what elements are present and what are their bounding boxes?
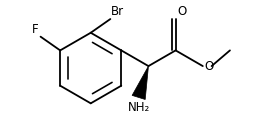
Text: O: O <box>205 60 214 73</box>
Text: O: O <box>178 5 187 18</box>
Text: Br: Br <box>111 5 124 18</box>
Polygon shape <box>132 66 148 100</box>
Text: F: F <box>32 23 39 36</box>
Text: NH₂: NH₂ <box>128 101 150 114</box>
